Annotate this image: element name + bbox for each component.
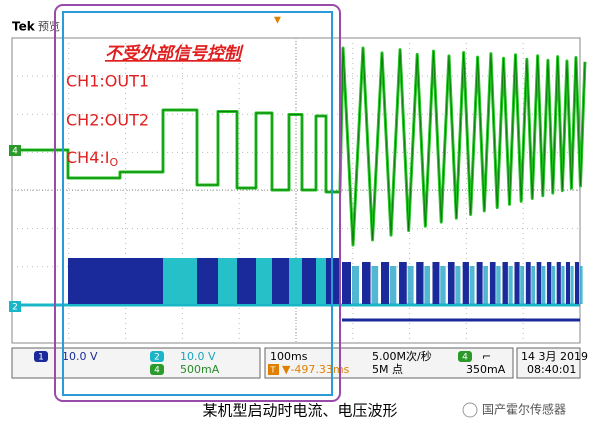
annotation-ch1: CH1:OUT1 xyxy=(66,72,149,91)
trig-ch-badge xyxy=(458,351,472,362)
ch4-marker-box xyxy=(9,145,21,156)
ch1-pulse xyxy=(447,262,455,304)
ch1-pulse xyxy=(362,262,371,304)
waveforms xyxy=(12,46,587,322)
ch2-pulse xyxy=(407,266,414,304)
trig-ch: 4 xyxy=(462,353,468,363)
ch2-pulse xyxy=(440,266,446,304)
status-bar: 1 10.0 V 2 10.0 V 4 500mA 100ms 5.00M次/秒… xyxy=(11,347,588,379)
watermark: 国产霍尔传感器 xyxy=(482,402,566,417)
ch2-pulse xyxy=(508,266,513,304)
ch1-pulse xyxy=(432,262,440,304)
ch2-pulse xyxy=(352,266,359,304)
ch1-scale: 10.0 V xyxy=(62,350,98,363)
ch1-pulse xyxy=(502,262,508,304)
ch2-pulse xyxy=(520,266,525,304)
ch2-pulse xyxy=(371,266,379,304)
ch2-block xyxy=(256,258,272,304)
trigger-icon: T xyxy=(270,366,276,375)
ch1-pulse xyxy=(525,262,531,304)
ch1-pulse xyxy=(565,262,570,304)
brand: Tek xyxy=(12,20,36,34)
ch2-marker-box xyxy=(9,301,21,312)
ch2-badge xyxy=(150,351,164,362)
ch2-num: 2 xyxy=(154,353,160,363)
annotation-ch4: CH4:IO xyxy=(66,148,119,170)
ch1-pulse xyxy=(381,262,390,304)
ch4-scale: 500mA xyxy=(180,363,220,376)
ch4-wave-edge xyxy=(12,47,586,246)
ch2-pulse xyxy=(579,266,583,304)
ch1-pulse xyxy=(342,262,351,304)
ch4-badge xyxy=(150,364,164,375)
ch2-pulse xyxy=(483,266,488,304)
annotation-ch2: CH2:OUT2 xyxy=(66,111,149,130)
ch2-pulse xyxy=(496,266,501,304)
ch1-num: 1 xyxy=(38,353,44,363)
time: 08:40:01 xyxy=(527,363,576,376)
ch1-pulse xyxy=(476,262,483,304)
ch4-marker: 4 xyxy=(12,147,18,157)
blue-highlight xyxy=(62,11,333,396)
ch2-pulse xyxy=(570,266,574,304)
ch1-pulse xyxy=(574,262,579,304)
date: 14 3月 2019 xyxy=(521,350,588,363)
trigger-badge xyxy=(268,364,279,375)
ch2-pulse xyxy=(551,266,556,304)
mode: 预览 xyxy=(38,19,60,33)
trig-slope: ⌐ xyxy=(482,350,491,363)
ch2-pulse xyxy=(541,266,546,304)
ch1-pulse xyxy=(489,262,496,304)
ch1-pulse xyxy=(514,262,520,304)
caption: 某机型启动时电流、电压波形 xyxy=(202,402,397,419)
date-box xyxy=(516,347,581,379)
timebase: 100ms xyxy=(270,350,308,363)
ch2-block xyxy=(218,258,237,304)
ch2-scale: 10.0 V xyxy=(180,350,216,363)
ch2-marker: 2 xyxy=(12,303,18,313)
sample-rate: 5.00M次/秒 xyxy=(372,349,432,363)
ch1-pulse xyxy=(546,262,552,304)
annotation-title: 不受外部信号控制 xyxy=(105,44,244,64)
ch2-pulse xyxy=(455,266,461,304)
ch1-pulse xyxy=(536,262,542,304)
ch1-pulse xyxy=(556,262,561,304)
trigger-arrow: ▼ xyxy=(274,16,281,26)
watermark-icon xyxy=(462,402,478,418)
ch2-block xyxy=(163,258,197,304)
ch2-pulse xyxy=(469,266,475,304)
purple-highlight xyxy=(54,4,341,402)
ch1-badge xyxy=(34,351,48,362)
ch4-num: 4 xyxy=(154,366,160,376)
ch2-block xyxy=(289,258,302,304)
ch2-pulse xyxy=(561,266,565,304)
ch2-pulse xyxy=(390,266,397,304)
ch1-pulse xyxy=(416,262,424,304)
record-length: 5M 点 xyxy=(372,363,403,376)
ch1-pulse xyxy=(462,262,469,304)
channel-box xyxy=(11,347,261,379)
trig-level: 350mA xyxy=(466,363,506,376)
ch2-block xyxy=(316,258,326,304)
ch1-pulse xyxy=(399,262,407,304)
ch2-pulse xyxy=(531,266,536,304)
ch2-pulse xyxy=(424,266,431,304)
